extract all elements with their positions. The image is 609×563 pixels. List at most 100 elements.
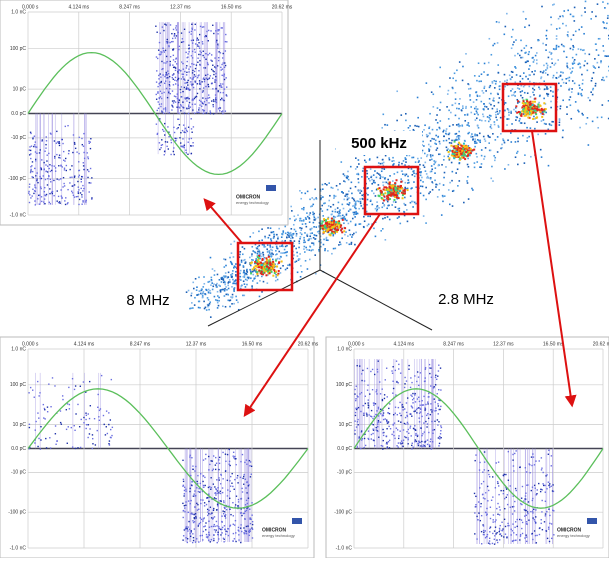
pd-point <box>66 409 67 410</box>
cloud-point <box>338 222 340 224</box>
pd-point <box>238 499 239 500</box>
pd-point <box>195 513 196 514</box>
pd-point <box>209 527 210 528</box>
cloud-point <box>459 147 461 149</box>
cloud-point <box>476 156 478 158</box>
cloud-point <box>338 202 340 204</box>
cloud-point <box>293 224 295 226</box>
cloud-point <box>493 100 495 102</box>
cloud-point <box>435 140 437 142</box>
cloud-point <box>335 209 337 211</box>
pd-point <box>177 79 178 80</box>
pd-point <box>188 104 189 105</box>
cloud-point <box>344 219 346 221</box>
cloud-point <box>396 120 398 122</box>
cloud-point <box>375 208 377 210</box>
pd-point <box>207 64 208 65</box>
cloud-point <box>558 83 560 85</box>
cloud-point <box>309 214 311 216</box>
cloud-point <box>563 45 565 47</box>
pd-point <box>59 145 60 146</box>
cloud-point <box>567 10 569 12</box>
pd-point <box>34 136 35 137</box>
pd-point <box>202 499 203 500</box>
pd-point <box>203 518 204 519</box>
cloud-point <box>602 104 604 106</box>
pd-point <box>386 435 387 436</box>
cloud-point <box>395 201 397 203</box>
cloud-point <box>192 307 194 309</box>
pd-point <box>172 90 173 91</box>
pd-point <box>187 82 188 83</box>
cloud-point <box>300 198 302 200</box>
pd-point <box>207 79 208 80</box>
cloud-point <box>305 223 307 225</box>
cloud-point <box>405 113 407 115</box>
cloud-point <box>309 212 311 214</box>
pd-point <box>68 426 69 427</box>
pd-point <box>191 24 192 25</box>
cloud-point <box>495 83 497 85</box>
cloud-point <box>297 271 299 273</box>
pd-point <box>407 437 408 438</box>
cloud-point <box>251 285 253 287</box>
pd-point <box>29 184 30 185</box>
cloud-point <box>293 245 295 247</box>
cloud-point <box>365 161 367 163</box>
cloud-point <box>404 192 406 194</box>
cloud-point <box>225 265 227 267</box>
cloud-point <box>204 308 206 310</box>
cloud-point <box>303 248 305 250</box>
cloud-point <box>556 38 558 40</box>
cloud-point <box>598 38 600 40</box>
cloud-point <box>470 112 472 114</box>
pd-point <box>407 439 408 440</box>
pd-point <box>197 504 198 505</box>
cloud-point <box>229 257 231 259</box>
pd-point <box>208 532 209 533</box>
cloud-point <box>513 109 515 111</box>
cloud-point <box>247 277 249 279</box>
cloud-point <box>373 180 375 182</box>
pd-point <box>440 430 441 431</box>
pd-point <box>226 509 227 510</box>
pd-point <box>173 48 174 49</box>
pd-point <box>178 49 179 50</box>
cloud-point <box>331 253 333 255</box>
cloud-point <box>340 224 342 226</box>
cloud-point <box>499 97 501 99</box>
pd-point <box>174 95 175 96</box>
pd-point <box>378 408 379 409</box>
pd-point <box>157 91 158 92</box>
pd-point <box>168 92 169 93</box>
cloud-point <box>387 201 389 203</box>
cloud-point <box>463 145 465 147</box>
cloud-point <box>343 208 345 210</box>
cloud-point <box>359 192 361 194</box>
pd-point <box>59 201 60 202</box>
pd-point <box>175 96 176 97</box>
cloud-point <box>557 59 559 61</box>
pd-point <box>411 396 412 397</box>
pd-point <box>168 46 169 47</box>
pd-point <box>158 108 159 109</box>
cloud-point <box>435 167 437 169</box>
pd-point <box>35 191 36 192</box>
pd-point <box>73 134 74 135</box>
pd-point <box>92 434 93 435</box>
cloud-point <box>545 35 547 37</box>
cloud-point <box>497 136 499 138</box>
pd-point <box>250 461 251 462</box>
pd-point <box>220 83 221 84</box>
cloud-point <box>313 226 315 228</box>
cloud-point <box>455 115 457 117</box>
pd-point <box>30 153 31 154</box>
pd-point <box>207 536 208 537</box>
pd-point <box>404 423 405 424</box>
cloud-point <box>530 96 532 98</box>
pd-point <box>67 125 68 126</box>
pd-point <box>221 111 222 112</box>
pd-point <box>199 88 200 89</box>
pd-point <box>208 84 209 85</box>
pd-point <box>224 74 225 75</box>
